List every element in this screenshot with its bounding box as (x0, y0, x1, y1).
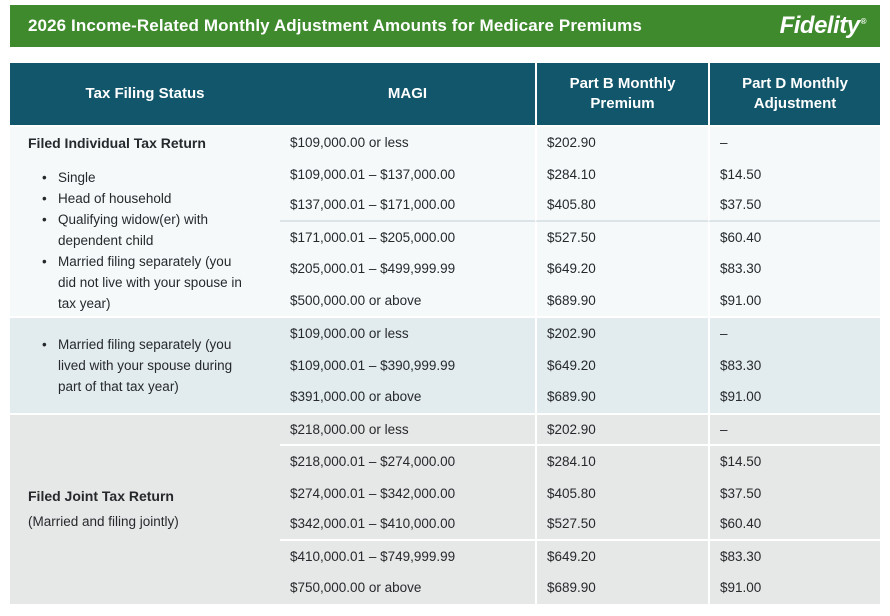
column-header-part-b: Part B Monthly Premium (535, 63, 708, 125)
table-sections: Filed Individual Tax Return SingleHead of… (10, 127, 880, 604)
filing-status-bullet: Married filing separately (you lived wit… (42, 334, 244, 397)
part-d-cell: $91.00 (708, 284, 880, 316)
table-section-2: Married filing separately (you lived wit… (10, 318, 880, 413)
filing-status-cell: Married filing separately (you lived wit… (10, 318, 280, 413)
registered-mark-icon: ® (860, 17, 867, 26)
table-row: $218,000.01 – $274,000.00 $284.10 $14.50 (280, 446, 880, 478)
part-b-cell: $527.50 (535, 509, 708, 541)
fidelity-logo-text: Fidelity (779, 12, 861, 39)
title-bar: 2026 Income-Related Monthly Adjustment A… (10, 5, 880, 47)
part-d-cell: $91.00 (708, 572, 880, 604)
part-d-cell: $14.50 (708, 158, 880, 190)
page-title: 2026 Income-Related Monthly Adjustment A… (28, 16, 642, 35)
part-b-cell: $202.90 (535, 414, 708, 446)
magi-cell: $109,000.01 – $137,000.00 (290, 166, 456, 182)
magi-cell: $109,000.00 or less (290, 326, 409, 342)
part-b-cell: $649.20 (535, 540, 708, 572)
part-b-cell: $284.10 (535, 158, 708, 190)
table-row: $750,000.00 or above $689.90 $91.00 (280, 572, 880, 604)
part-b-cell: $202.90 (535, 318, 708, 350)
section-rows: $218,000.00 or less $202.90– $218,000.01 –… (280, 414, 880, 604)
part-b-cell: $649.20 (535, 253, 708, 285)
table-row: $109,000.00 or less $202.90– (280, 318, 880, 350)
magi-cell: $274,000.01 – $342,000.00 (290, 485, 456, 501)
part-d-cell: – (708, 318, 880, 350)
table-row: $500,000.00 or above $689.90 $91.00 (280, 284, 880, 316)
part-d-cell: $83.30 (708, 349, 880, 381)
table-row: $171,000.01 – $205,000.00 $527.50 $60.40 (280, 221, 880, 253)
filing-status-cell: Filed Individual Tax Return SingleHead of… (10, 127, 280, 316)
filing-status-bullet: Single (42, 167, 244, 188)
filing-status-subtitle: (Married and filing jointly) (28, 514, 179, 529)
part-b-cell: $649.20 (535, 349, 708, 381)
table-row: $391,000.00 or above $689.90 $91.00 (280, 381, 880, 413)
magi-cell: $109,000.01 – $390,999.99 (290, 357, 456, 373)
part-b-cell: $689.90 (535, 284, 708, 316)
magi-cell: $342,000.01 – $410,000.00 (280, 509, 535, 541)
part-d-cell: $37.50 (708, 190, 880, 222)
magi-cell: $750,000.00 or above (290, 580, 422, 596)
magi-cell: $205,000.01 – $499,999.99 (290, 261, 456, 277)
filing-status-bullet: Married filing separately (you did not l… (42, 251, 244, 314)
filing-status-title: Filed Joint Tax Return (28, 488, 174, 504)
part-b-cell: $405.80 (535, 477, 708, 509)
part-b-cell: $689.90 (535, 381, 708, 413)
table-row: $274,000.01 – $342,000.00 $405.80 $37.50 (280, 477, 880, 509)
magi-cell: $137,000.01 – $171,000.00 (280, 190, 535, 222)
filing-status-cell: Filed Joint Tax Return (Married and filin… (10, 415, 280, 604)
part-d-cell: – (708, 414, 880, 446)
part-d-cell: – (708, 127, 880, 159)
part-d-cell: $37.50 (708, 477, 880, 509)
part-b-cell: $405.80 (535, 190, 708, 222)
table-row: $218,000.00 or less $202.90– (280, 414, 880, 446)
column-header-part-d: Part D Monthly Adjustment (708, 63, 880, 125)
table-row: $205,000.01 – $499,999.99 $649.20 $83.30 (280, 253, 880, 285)
part-b-cell: $202.90 (535, 127, 708, 159)
filing-status-bullet: Head of household (42, 188, 244, 209)
table-row: $109,000.01 – $137,000.00 $284.10 $14.50 (280, 158, 880, 190)
table-row: $109,000.01 – $390,999.99 $649.20 $83.30 (280, 349, 880, 381)
table-section-1: Filed Individual Tax Return SingleHead of… (10, 127, 880, 316)
filing-status-bullets: Married filing separately (you lived wit… (28, 334, 272, 397)
part-d-cell: $60.40 (708, 509, 880, 541)
column-header-magi: MAGI (387, 85, 428, 102)
table-row: $410,000.01 – $749,999.99 $649.20 $83.30 (280, 540, 880, 572)
fidelity-logo: Fidelity® (779, 12, 867, 40)
magi-cell: $391,000.00 or above (290, 389, 422, 405)
column-header-tax-filing-status: Tax Filing Status (85, 85, 205, 102)
table-header-row: Tax Filing Status MAGI Part B Monthly Pr… (10, 63, 880, 125)
part-d-cell: $91.00 (708, 381, 880, 413)
magi-cell: $218,000.00 or less (280, 415, 535, 446)
magi-cell: $410,000.01 – $749,999.99 (290, 548, 456, 564)
table-section-3: Filed Joint Tax Return (Married and filin… (10, 414, 880, 604)
part-b-cell: $284.10 (535, 446, 708, 478)
magi-cell: $218,000.01 – $274,000.00 (290, 454, 456, 470)
part-d-cell: $60.40 (708, 221, 880, 253)
part-b-cell: $689.90 (535, 572, 708, 604)
part-d-cell: $14.50 (708, 446, 880, 478)
filing-status-title: Filed Individual Tax Return (28, 135, 206, 151)
section-rows: $109,000.00 or less $202.90– $109,000.01 –… (280, 127, 880, 316)
magi-cell: $171,000.01 – $205,000.00 (290, 229, 456, 245)
part-d-cell: $83.30 (708, 253, 880, 285)
part-b-cell: $527.50 (535, 221, 708, 253)
table-row: $137,000.01 – $171,000.00 $405.80 $37.50 (280, 190, 880, 222)
imaa-table: Tax Filing Status MAGI Part B Monthly Pr… (10, 63, 880, 604)
table-row: $109,000.00 or less $202.90– (280, 127, 880, 159)
filing-status-bullet: Qualifying widow(er) with dependent chil… (42, 209, 244, 251)
filing-status-bullets: SingleHead of householdQualifying widow(… (28, 167, 272, 314)
part-d-cell: $83.30 (708, 540, 880, 572)
table-row: $342,000.01 – $410,000.00 $527.50 $60.40 (280, 509, 880, 541)
magi-cell: $109,000.00 or less (290, 135, 409, 151)
magi-cell: $500,000.00 or above (290, 292, 422, 308)
section-rows: $109,000.00 or less $202.90– $109,000.01 –… (280, 318, 880, 413)
